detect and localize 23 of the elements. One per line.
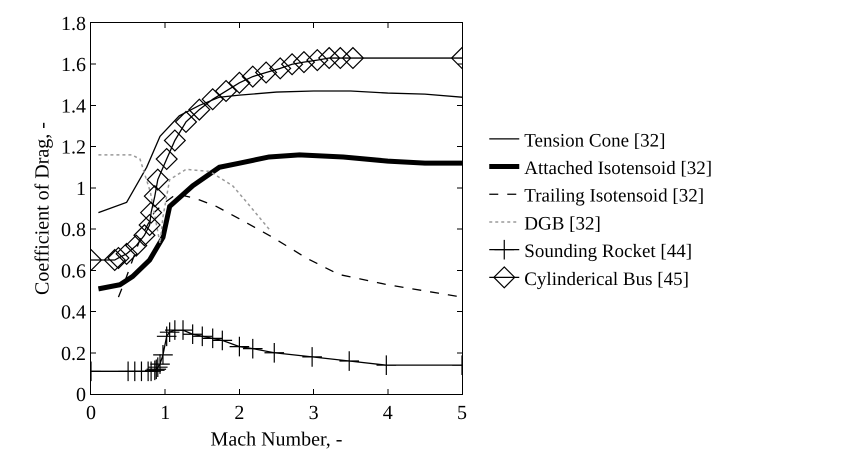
legend-label: Sounding Rocket [44] (524, 241, 692, 262)
y-tick-label: 0.4 (61, 302, 86, 324)
x-tick-label: 1 (160, 402, 170, 424)
legend-label: Attached Isotensoid [32] (524, 158, 712, 179)
y-tick-label: 1.8 (61, 13, 86, 35)
x-axis-title: Mach Number, - (210, 428, 342, 450)
y-tick-label: 1.6 (61, 54, 86, 76)
x-tick-label: 5 (457, 402, 467, 424)
y-tick-label: 0 (76, 384, 86, 406)
y-axis-title: Coefficient of Drag, - (32, 122, 54, 295)
legend-label: Tension Cone [32] (524, 130, 666, 152)
x-tick-label: 3 (308, 402, 319, 424)
x-tick-label: 4 (382, 402, 393, 424)
y-tick-label: 1.4 (61, 95, 86, 118)
legend-label: Trailing Isotensoid [32] (524, 186, 704, 207)
y-tick-label: 1.2 (61, 136, 86, 159)
y-tick-label: 0.2 (61, 342, 86, 365)
y-tick-label: 0.6 (61, 260, 86, 282)
x-tick-label: 2 (234, 402, 244, 424)
legend-label: DGB [32] (524, 213, 601, 234)
y-tick-label: 1 (76, 178, 86, 200)
y-tick-label: 0.8 (61, 219, 86, 242)
legend-label: Cylinderical Bus [45] (524, 268, 689, 290)
